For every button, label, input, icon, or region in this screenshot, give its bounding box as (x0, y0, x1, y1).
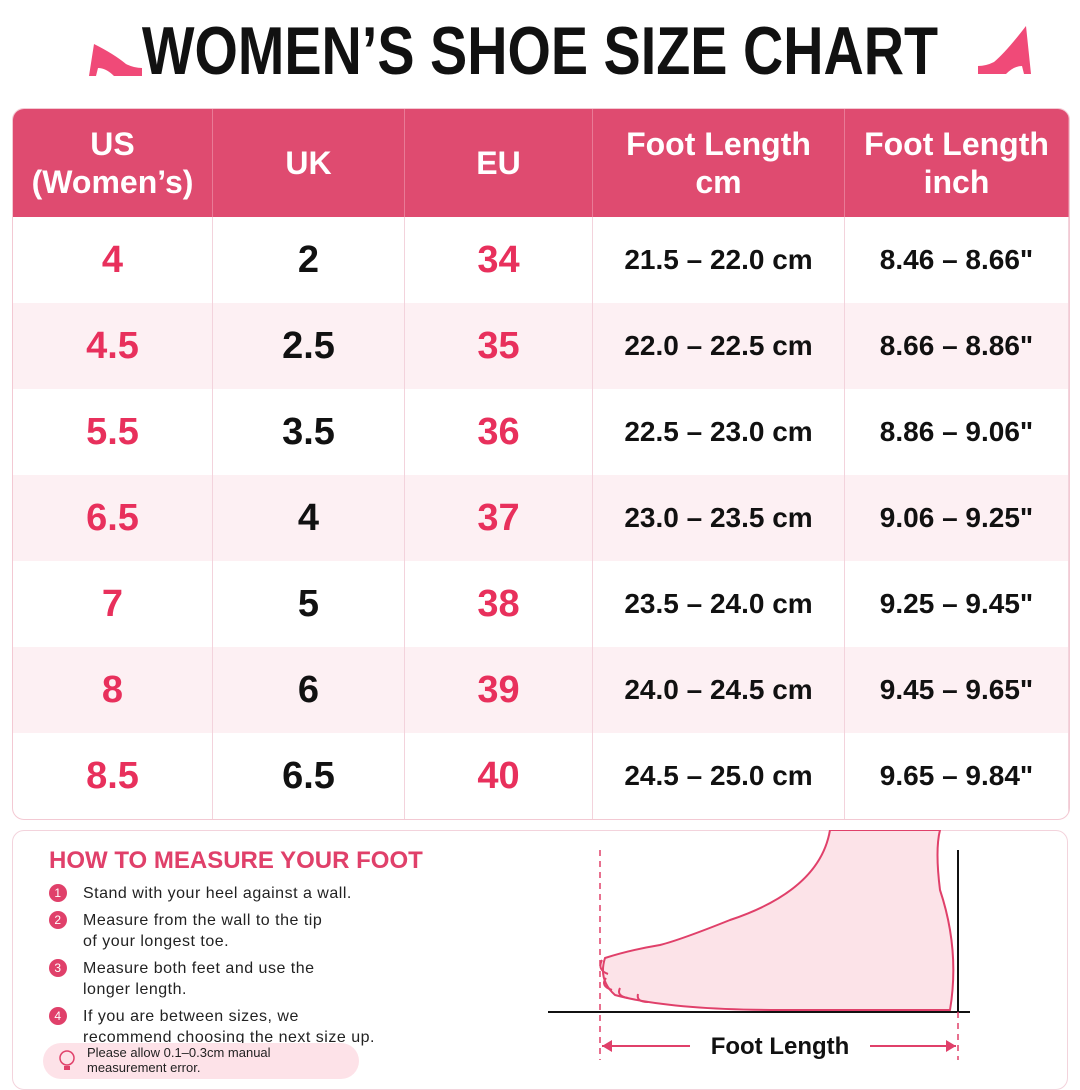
foot-diagram: Foot Length (548, 830, 970, 1060)
cell: 38 (405, 561, 593, 647)
cell: 4 (13, 217, 213, 303)
cell: 7 (13, 561, 213, 647)
step-number: 4 (49, 1007, 67, 1025)
foot-shape (602, 830, 955, 1011)
header-cell: EU (405, 109, 593, 217)
cell: 9.06 – 9.25" (845, 475, 1069, 561)
cell: 37 (405, 475, 593, 561)
table-row: 7 5 38 23.5 – 24.0 cm 9.25 – 9.45" (13, 561, 1069, 647)
table-row: 4.5 2.5 35 22.0 – 22.5 cm 8.66 – 8.86" (13, 303, 1069, 389)
header-row: US (Women’s) UK EU Foot Length cm Foot Length i… (13, 109, 1069, 217)
diagram-label: Foot Length (711, 1033, 850, 1060)
cell: 34 (405, 217, 593, 303)
cell: 22.0 – 22.5 cm (593, 303, 845, 389)
step-text: Measure both feet and use the longer leng… (83, 958, 315, 1000)
header-text: (Women’s) (31, 164, 194, 200)
header-text: UK (285, 145, 332, 181)
cell: 8.66 – 8.86" (845, 303, 1069, 389)
step: 3 Measure both feet and use the longer len… (49, 958, 489, 1000)
step-line: Stand with your heel against a wall. (83, 885, 352, 902)
step: 4 If you are between sizes, we recommend c… (49, 1006, 489, 1048)
cell: 8.5 (13, 733, 213, 819)
cell: 6 (213, 647, 405, 733)
cell: 8 (13, 647, 213, 733)
cell: 8.46 – 8.66" (845, 217, 1069, 303)
cell: 5.5 (13, 389, 213, 475)
cell: 2.5 (213, 303, 405, 389)
header-text: Foot Length (626, 126, 811, 162)
measure-panel: HOW TO MEASURE YOUR FOOT 1 Stand with you… (12, 830, 1068, 1090)
step: 1 Stand with your heel against a wall. (49, 883, 489, 904)
step-line: Measure both feet and use the (83, 960, 315, 977)
note-line: measurement error. (87, 1060, 201, 1075)
step: 2 Measure from the wall to the tip of your… (49, 910, 489, 952)
cell: 21.5 – 22.0 cm (593, 217, 845, 303)
cell: 9.65 – 9.84" (845, 733, 1069, 819)
note: Please allow 0.1–0.3cm manual measurement… (43, 1043, 359, 1079)
cell: 36 (405, 389, 593, 475)
cell: 4.5 (13, 303, 213, 389)
cell: 5 (213, 561, 405, 647)
header-text: Foot Length (864, 126, 1049, 162)
cell: 9.25 – 9.45" (845, 561, 1069, 647)
measure-title: HOW TO MEASURE YOUR FOOT (49, 847, 423, 874)
cell: 6.5 (213, 733, 405, 819)
table-row: 4 2 34 21.5 – 22.0 cm 8.46 – 8.66" (13, 217, 1069, 303)
steps: 1 Stand with your heel against a wall. 2 Me… (49, 883, 489, 1054)
step-number: 3 (49, 959, 67, 977)
step-line: If you are between sizes, we (83, 1008, 299, 1025)
step-number: 1 (49, 884, 67, 902)
step-line: recommend choosing the next size up. (83, 1029, 375, 1046)
header-text: EU (476, 145, 521, 181)
step-number: 2 (49, 911, 67, 929)
size-table: US (Women’s) UK EU Foot Length cm Foot Length i… (12, 108, 1070, 820)
step-text: Stand with your heel against a wall. (83, 883, 352, 904)
cell: 8.86 – 9.06" (845, 389, 1069, 475)
cell: 6.5 (13, 475, 213, 561)
step-text: Measure from the wall to the tip of your … (83, 910, 322, 952)
cell: 40 (405, 733, 593, 819)
note-line: Please allow 0.1–0.3cm manual (87, 1045, 271, 1060)
shoe-icon (978, 26, 1031, 74)
cell: 23.5 – 24.0 cm (593, 561, 845, 647)
table-row: 6.5 4 37 23.0 – 23.5 cm 9.06 – 9.25" (13, 475, 1069, 561)
title: WOMEN’S SHOE SIZE CHART (141, 13, 939, 89)
header-cell: Foot Length cm (593, 109, 845, 217)
cell: 24.0 – 24.5 cm (593, 647, 845, 733)
cell: 3.5 (213, 389, 405, 475)
header-text: inch (923, 164, 990, 200)
cell: 9.45 – 9.65" (845, 647, 1069, 733)
header-text: cm (695, 164, 742, 200)
bulb-icon (59, 1050, 75, 1070)
cell: 24.5 – 25.0 cm (593, 733, 845, 819)
cell: 39 (405, 647, 593, 733)
step-line: of your longest toe. (83, 933, 230, 950)
header-cell: US (Women’s) (13, 109, 213, 217)
table-row: 5.5 3.5 36 22.5 – 23.0 cm 8.86 – 9.06" (13, 389, 1069, 475)
shoe-icon (89, 44, 142, 76)
cell: 4 (213, 475, 405, 561)
header-text: US (90, 126, 135, 162)
step-line: longer length. (83, 981, 187, 998)
header-cell: UK (213, 109, 405, 217)
step-text: If you are between sizes, we recommend ch… (83, 1006, 375, 1048)
cell: 23.0 – 23.5 cm (593, 475, 845, 561)
cell: 35 (405, 303, 593, 389)
step-line: Measure from the wall to the tip (83, 912, 323, 929)
cell: 2 (213, 217, 405, 303)
header-cell: Foot Length inch (845, 109, 1069, 217)
table-row: 8.5 6.5 40 24.5 – 25.0 cm 9.65 – 9.84" (13, 733, 1069, 819)
cell: 22.5 – 23.0 cm (593, 389, 845, 475)
table-row: 8 6 39 24.0 – 24.5 cm 9.45 – 9.65" (13, 647, 1069, 733)
